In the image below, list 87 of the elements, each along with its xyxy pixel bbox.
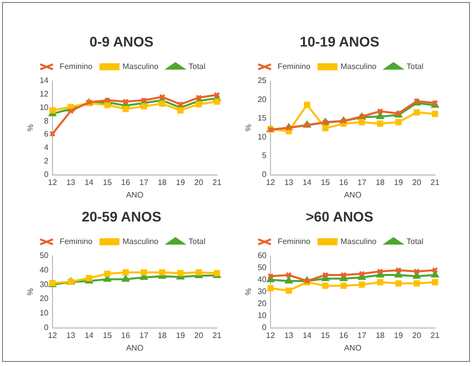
- y-tick-label: 4: [44, 143, 50, 152]
- chart-title: >60 ANOS: [306, 208, 374, 224]
- y-tick-label: 10: [40, 102, 50, 112]
- legend-label: Masculino: [122, 237, 160, 246]
- x-tick-label: 16: [121, 330, 131, 340]
- x-tick-label: 15: [102, 330, 112, 340]
- x-tick-label: 16: [339, 178, 349, 187]
- x-tick-label: 14: [302, 330, 312, 340]
- legend-label: Feminino: [60, 62, 94, 72]
- x-tick-label: 15: [320, 330, 330, 340]
- y-axis-title: %: [244, 288, 254, 296]
- x-axis-title: ANO: [344, 343, 362, 352]
- x-tick-label: 20: [194, 178, 204, 187]
- y-tick-label: 50: [258, 263, 268, 272]
- chart-title: 10-19 ANOS: [300, 33, 380, 50]
- x-tick-label: 18: [376, 178, 386, 187]
- x-axis-title: ANO: [126, 190, 144, 200]
- legend-label: Masculino: [340, 237, 378, 246]
- chart-title: 20-59 ANOS: [82, 208, 162, 224]
- x-tick-label: 20: [194, 330, 204, 340]
- y-tick-label: 15: [258, 114, 268, 123]
- y-tick-label: 60: [258, 251, 268, 260]
- x-tick-label: 14: [84, 178, 94, 187]
- x-tick-label: 19: [176, 330, 186, 340]
- x-tick-label: 18: [376, 330, 386, 340]
- x-tick-label: 20: [412, 178, 422, 187]
- y-tick-label: 20: [258, 94, 268, 104]
- x-tick-label: 21: [430, 330, 440, 340]
- x-tick-label: 15: [102, 178, 112, 187]
- x-tick-label: 13: [284, 178, 294, 187]
- legend-label: Feminino: [278, 237, 312, 246]
- x-tick-label: 19: [394, 178, 404, 187]
- y-tick-label: 6: [44, 130, 50, 139]
- x-tick-label: 19: [176, 178, 186, 187]
- y-tick-label: 40: [258, 275, 268, 284]
- x-tick-label: 16: [121, 178, 131, 187]
- x-tick-label: 18: [158, 178, 168, 187]
- x-tick-label: 14: [84, 330, 94, 340]
- x-tick-label: 17: [357, 330, 367, 340]
- y-tick-label: 30: [258, 287, 268, 296]
- x-tick-label: 21: [430, 178, 440, 187]
- y-tick-label: 0: [262, 170, 268, 180]
- x-axis-title: ANO: [344, 190, 362, 200]
- x-tick-label: 14: [302, 178, 312, 187]
- legend-label: Total: [406, 62, 424, 72]
- x-tick-label: 17: [357, 178, 367, 187]
- y-tick-label: 25: [258, 76, 268, 86]
- x-tick-label: 20: [412, 330, 422, 340]
- x-tick-label: 21: [212, 330, 222, 340]
- y-tick-label: 2: [44, 156, 50, 166]
- x-axis-title: ANO: [126, 343, 144, 352]
- y-tick-label: 20: [258, 299, 268, 308]
- y-axis-title: %: [26, 124, 36, 132]
- legend-label: Masculino: [340, 62, 378, 72]
- chart-title: 0-9 ANOS: [89, 33, 154, 50]
- x-tick-label: 17: [139, 178, 149, 187]
- y-tick-label: 30: [40, 280, 50, 289]
- x-tick-label: 17: [139, 330, 149, 340]
- y-tick-label: 8: [44, 116, 50, 126]
- y-tick-label: 0: [44, 170, 50, 180]
- y-tick-label: 50: [40, 251, 50, 260]
- y-tick-label: 0: [44, 323, 50, 332]
- legend-label: Total: [406, 237, 424, 246]
- x-tick-label: 13: [66, 330, 76, 340]
- x-tick-label: 19: [394, 330, 404, 340]
- x-tick-label: 15: [320, 178, 330, 187]
- legend-label: Feminino: [60, 237, 94, 246]
- y-tick-label: 20: [40, 294, 50, 304]
- y-axis-title: %: [244, 124, 254, 132]
- x-tick-label: 13: [66, 178, 76, 187]
- legend-label: Feminino: [278, 62, 312, 72]
- legend-label: Total: [188, 62, 206, 72]
- y-tick-label: 10: [258, 311, 268, 320]
- x-tick-label: 13: [284, 330, 294, 340]
- x-tick-label: 21: [212, 178, 222, 187]
- legend-label: Total: [188, 237, 206, 246]
- y-tick-label: 10: [258, 132, 268, 142]
- y-axis-title: %: [26, 288, 36, 296]
- legend-label: Masculino: [122, 62, 160, 72]
- y-tick-label: 5: [262, 151, 268, 160]
- y-tick-label: 10: [40, 308, 50, 318]
- x-tick-label: 18: [158, 330, 168, 340]
- x-tick-label: 16: [339, 330, 349, 340]
- y-tick-label: 12: [40, 89, 50, 98]
- y-tick-label: 0: [262, 323, 268, 332]
- y-tick-label: 40: [40, 265, 50, 274]
- y-tick-label: 14: [40, 76, 50, 86]
